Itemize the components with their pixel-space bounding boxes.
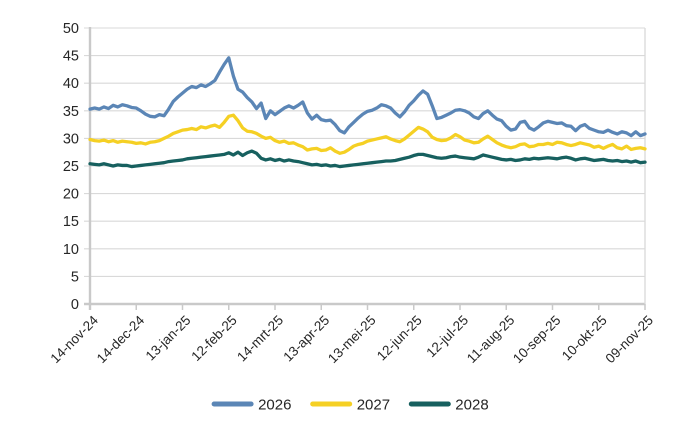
x-tick-label: 13-apr-25 [280, 313, 332, 365]
y-tick-label: 0 [71, 297, 79, 313]
y-tick-label: 30 [63, 131, 79, 147]
series-line-2028 [88, 149, 647, 169]
y-tick-label: 5 [71, 269, 79, 285]
y-tick-label: 50 [63, 21, 79, 37]
y-tick-label: 35 [63, 104, 79, 120]
x-tick-label: 14-dec-24 [94, 312, 148, 366]
y-tick-label: 10 [63, 242, 79, 258]
x-tick-label: 12-jul-25 [423, 313, 471, 361]
y-tick-label: 20 [63, 187, 79, 203]
legend-label-2027: 2027 [357, 397, 390, 414]
x-tick-label: 10-sep-25 [510, 313, 564, 367]
x-tick-label: 13-jan-25 [143, 313, 194, 364]
y-tick-label: 25 [63, 159, 79, 175]
x-tick-label: 12-feb-25 [188, 313, 239, 364]
x-tick-label: 14-mrt-25 [234, 313, 286, 365]
legend-label-2026: 2026 [258, 397, 291, 414]
y-tick-label: 40 [63, 76, 79, 92]
y-tick-label: 15 [63, 214, 79, 230]
y-tick-label: 45 [63, 49, 79, 65]
x-tick-label: 14-nov-24 [48, 312, 102, 366]
x-tick-label: 12-jun-25 [374, 313, 425, 364]
x-tick-label: 13-mei-25 [325, 313, 379, 367]
series-line-2026 [88, 56, 647, 138]
x-tick-label: 09-nov-25 [603, 313, 657, 367]
series-line-2027 [88, 113, 647, 155]
legend-label-2028: 2028 [455, 397, 488, 414]
x-tick-label: 11-aug-25 [464, 313, 517, 366]
